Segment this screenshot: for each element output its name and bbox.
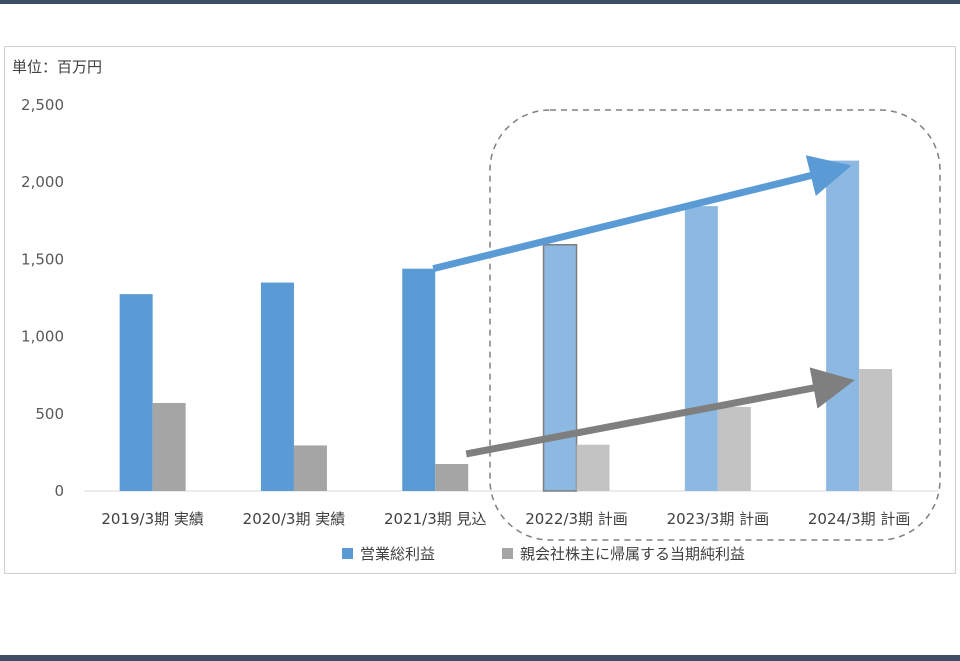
bar-gross-profit [119, 294, 153, 491]
x-tick-label: 2024/3期 計画 [808, 510, 911, 528]
trend-arrows [432, 155, 855, 458]
x-tick-label: 2019/3期 実績 [101, 510, 204, 528]
plan-highlight-box [489, 109, 941, 541]
unit-label: 単位：百万円 [12, 58, 102, 76]
y-tick-label: 0 [54, 482, 64, 500]
y-tick-label: 2,500 [21, 96, 64, 114]
legend-label: 営業総利益 [360, 545, 435, 563]
y-tick-label: 2,000 [21, 173, 64, 191]
trend-arrow-net-income [465, 367, 855, 458]
bar-gross-profit [684, 206, 718, 491]
bar-gross-profit [542, 243, 578, 492]
x-tick-label: 2022/3期 計画 [525, 510, 628, 528]
x-tick-label: 2023/3期 計画 [667, 510, 770, 528]
bar-net-income [293, 445, 327, 491]
bar-net-income [152, 402, 186, 491]
bar-net-income [859, 369, 893, 491]
bar-net-income [435, 463, 469, 491]
legend-swatch [502, 548, 513, 559]
bar-gross-profit [402, 268, 436, 491]
legend-label: 親会社株主に帰属する当期純利益 [520, 545, 745, 563]
bottom-accent-bar [0, 655, 960, 661]
y-tick-label: 1,000 [21, 328, 64, 346]
top-accent-bar [0, 0, 960, 4]
trend-arrow-gross-profit [432, 155, 852, 273]
bar-gross-profit [826, 160, 860, 492]
x-tick-label: 2020/3期 実績 [243, 510, 346, 528]
bar-net-income [576, 444, 610, 491]
bars-group [119, 160, 893, 492]
category-labels: 2019/3期 実績 2020/3期 実績 2021/3期 見込 2022/3期 計画… [101, 510, 910, 528]
bar-net-income [717, 406, 751, 491]
y-tick-label: 500 [35, 405, 64, 423]
legend-swatch [342, 548, 353, 559]
y-tick-label: 1,500 [21, 250, 64, 268]
x-tick-label: 2021/3期 見込 [384, 510, 487, 528]
legend: 営業総利益 親会社株主に帰属する当期純利益 [342, 545, 745, 563]
bar-gross-profit [260, 282, 294, 491]
y-axis-ticks: 0 500 1,000 1,500 2,000 2,500 [21, 96, 64, 500]
